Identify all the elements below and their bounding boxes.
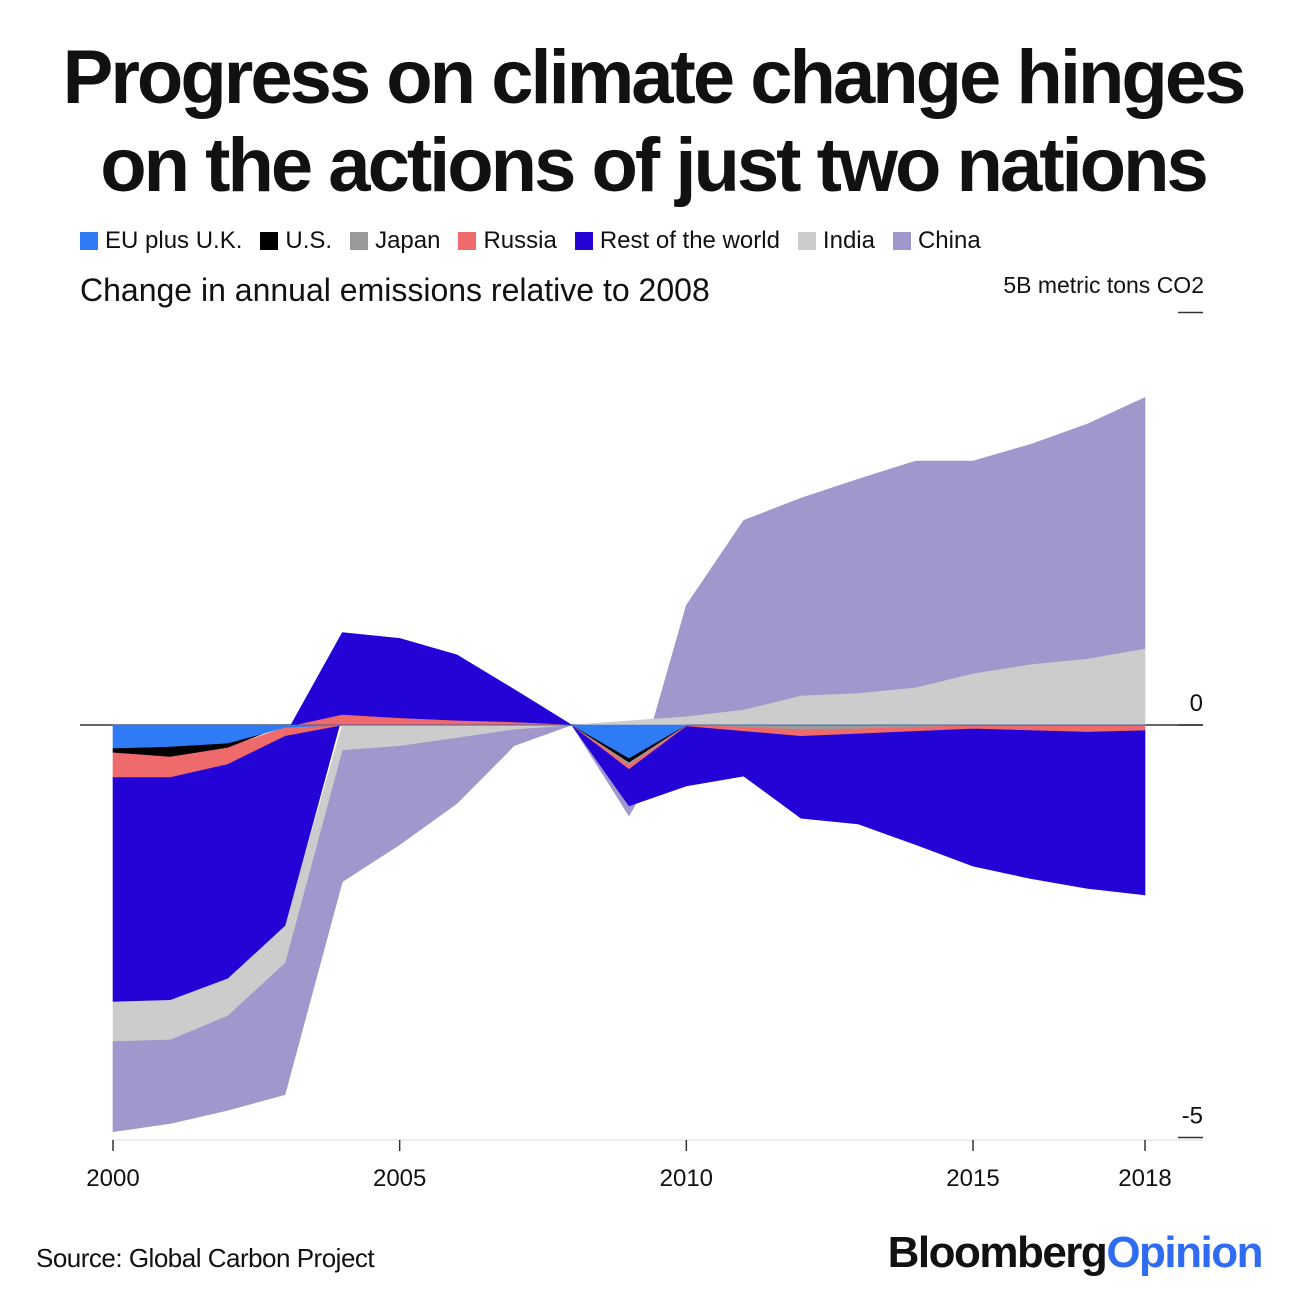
unit-label: 5B metric tons CO2 xyxy=(1003,272,1204,298)
legend-item-india: India xyxy=(797,227,875,255)
legend-item-japan: Japan xyxy=(350,227,440,255)
legend-label-us: U.S. xyxy=(285,227,333,254)
legend-swatch-japan xyxy=(350,232,369,250)
title-line-1: Progress on climate change hinges xyxy=(62,35,1247,120)
legend-label-india: India xyxy=(822,227,875,254)
legend-label-japan: Japan xyxy=(375,227,441,254)
title-line-2: on the actions of just two nations xyxy=(100,123,1209,208)
x-tick-label-2018: 2018 xyxy=(1118,1165,1171,1192)
x-tick-label-2010: 2010 xyxy=(660,1165,713,1192)
y-tick-label--5: -5 xyxy=(1182,1103,1203,1130)
brand-opinion: Opinion xyxy=(1106,1228,1263,1277)
brand-bloomberg: Bloomberg xyxy=(887,1228,1108,1277)
chart-subtitle: Change in annual emissions relative to 2… xyxy=(80,272,710,308)
legend-swatch-russia xyxy=(458,232,477,250)
legend-swatch-us xyxy=(260,232,279,250)
legend-label-russia: Russia xyxy=(483,227,557,254)
legend-item-russia: Russia xyxy=(458,227,557,255)
legend-label-eu: EU plus U.K. xyxy=(105,227,243,254)
legend-item-rest-of-world: Rest of the world xyxy=(574,227,780,255)
legend-label-china: China xyxy=(917,227,981,254)
legend-label-rest-of-world: Rest of the world xyxy=(599,227,780,254)
x-tick-label-2005: 2005 xyxy=(373,1165,426,1192)
legend-swatch-china xyxy=(892,232,911,250)
x-tick-label-2000: 2000 xyxy=(86,1165,139,1192)
area-eu-plus-u-k xyxy=(112,724,1145,759)
legend-swatch-india xyxy=(797,232,816,250)
bloomberg-opinion-logo: BloombergOpinion xyxy=(887,1228,1264,1278)
x-tick-label-2015: 2015 xyxy=(946,1165,999,1192)
legend-swatch-eu xyxy=(80,232,98,250)
legend-swatch-rest-of-world xyxy=(574,232,593,250)
y-tick-label-0: 0 xyxy=(1190,690,1203,717)
source-note: Source: Global Carbon Project xyxy=(36,1243,375,1273)
legend-item-eu: EU plus U.K. xyxy=(80,227,242,255)
legend: EU plus U.K. U.S. Japan Russia Rest of t… xyxy=(80,226,999,256)
legend-item-china: China xyxy=(892,227,981,255)
chart-title: Progress on climate change hinges on the… xyxy=(0,34,1306,210)
legend-item-us: U.S. xyxy=(260,227,332,255)
